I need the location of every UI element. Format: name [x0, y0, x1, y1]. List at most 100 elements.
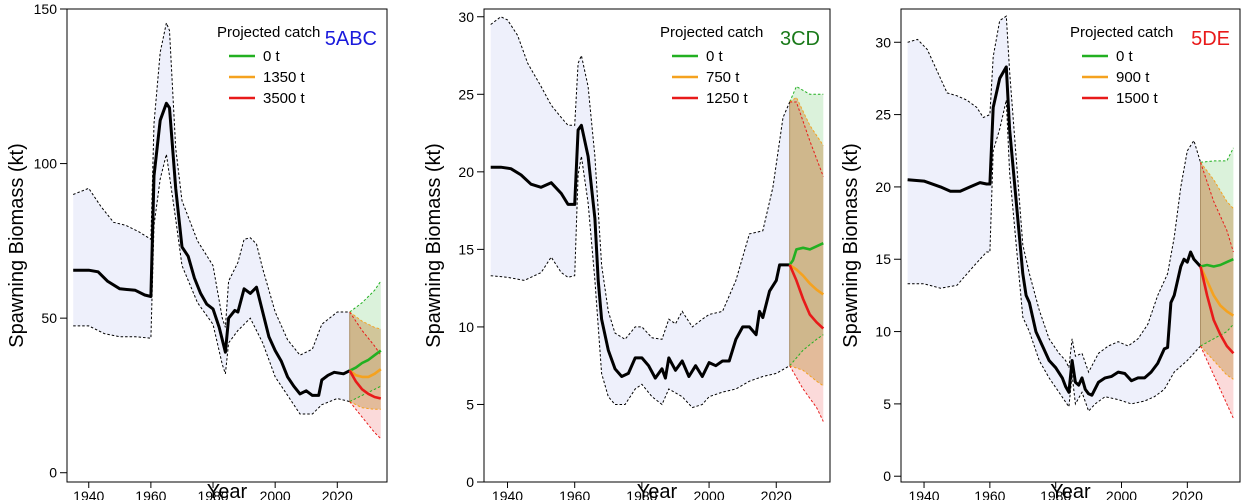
- y-tick-label: 0: [49, 465, 57, 481]
- x-tick-label: 1960: [135, 488, 166, 500]
- region-label: 5DE: [1191, 28, 1230, 50]
- y-tick-label: 25: [458, 86, 474, 102]
- x-tick-label: 1980: [197, 488, 228, 500]
- y-tick-label: 30: [458, 9, 474, 25]
- series-line-0t: [349, 349, 382, 372]
- series-lower-1250t: [789, 365, 824, 422]
- projection-band-750t: [789, 97, 824, 386]
- y-tick-label: 5: [466, 396, 474, 412]
- y-tick-label: 150: [34, 1, 58, 17]
- legend-title: Projected catch: [1070, 24, 1173, 41]
- series-line-1350t: [348, 368, 382, 379]
- y-tick-label: 30: [875, 34, 891, 50]
- upper-bound: [73, 21, 350, 356]
- y-axis-title: Spawning Biomass (kt): [6, 143, 28, 348]
- series-upper-1350t: [349, 311, 381, 330]
- series-upper-750t: [789, 96, 824, 146]
- y-tick-label: 25: [875, 107, 891, 123]
- series-line-0t: [1200, 258, 1234, 268]
- projection-band-3500t: [349, 312, 381, 439]
- series-lower-3500t: [349, 401, 382, 440]
- x-tick-label: 1960: [974, 488, 1005, 500]
- y-tick-label: 20: [875, 179, 891, 195]
- legend-label: 900 t: [1116, 69, 1150, 86]
- x-tick-label: 1980: [1040, 488, 1071, 500]
- legend-label: 1350 t: [263, 69, 306, 86]
- series-upper-0t: [1200, 147, 1234, 163]
- upper-bound: [490, 16, 791, 340]
- y-tick-label: 10: [875, 324, 891, 340]
- legend-label: 0 t: [263, 48, 281, 65]
- x-axis-title: Year: [207, 481, 248, 500]
- projection-band-900t: [1200, 162, 1234, 380]
- uncertainty-band: [73, 22, 350, 415]
- x-tick-label: 1940: [73, 488, 104, 500]
- x-tick-label: 1980: [626, 488, 657, 500]
- series-lower-750t: [789, 365, 824, 387]
- median-line: [907, 65, 1202, 397]
- y-tick-label: 0: [883, 468, 891, 484]
- x-tick-label: 1960: [559, 488, 590, 500]
- plot-frame: [483, 8, 831, 483]
- y-axis-title: Spawning Biomass (kt): [423, 143, 445, 348]
- x-tick-label: 2020: [1172, 488, 1203, 500]
- series-line-0t: [788, 242, 824, 266]
- y-tick-label: 20: [458, 164, 474, 180]
- panel-5DE: 0 5 10 15 20 25 30 1940 1960 1980 2000 2020 Year Spaw…: [840, 8, 1241, 500]
- y-tick-label: 100: [34, 156, 58, 172]
- x-tick-label: 2020: [322, 488, 353, 500]
- y-axis-title: Spawning Biomass (kt): [840, 143, 862, 348]
- x-tick-label: 1940: [492, 488, 523, 500]
- series-lower-1500t: [1200, 345, 1234, 419]
- series-upper-1250t: [789, 101, 824, 177]
- y-tick-label: 15: [875, 251, 891, 267]
- lower-bound: [73, 154, 350, 415]
- x-tick-label: 2000: [1106, 488, 1137, 500]
- median-line: [73, 101, 351, 397]
- legend-label: 0 t: [706, 48, 724, 65]
- lower-bound: [907, 99, 1201, 413]
- x-tick-label: 1940: [908, 488, 939, 500]
- panel-3CD: 0 5 10 15 20 25 30 1940 1960 1980 2000 2020 Year Spaw…: [423, 8, 831, 500]
- projection-band-0t: [349, 281, 381, 402]
- legend-label: 1250 t: [706, 90, 749, 107]
- x-tick-label: 2020: [761, 488, 792, 500]
- projection-overlap: [1200, 162, 1234, 380]
- plot-frame: [900, 8, 1241, 483]
- series-line-1250t: [788, 264, 825, 330]
- legend-label: 1500 t: [1116, 90, 1159, 107]
- uncertainty-band: [907, 16, 1201, 412]
- series-upper-0t: [789, 85, 824, 103]
- y-tick-label: 5: [883, 396, 891, 412]
- legend-label: 0 t: [1116, 48, 1134, 65]
- x-tick-label: 2000: [693, 488, 724, 500]
- upper-bound: [907, 15, 1201, 374]
- y-tick-label: 0: [466, 474, 474, 490]
- legend-title: Projected catch: [217, 24, 320, 41]
- projection-band-0t: [789, 86, 824, 366]
- plot-frame: [66, 8, 388, 483]
- x-tick-label: 2000: [260, 488, 291, 500]
- series-line-1500t: [1199, 266, 1235, 355]
- uncertainty-band: [490, 16, 790, 408]
- series-lower-0t: [349, 385, 382, 403]
- region-label: 5ABC: [325, 28, 377, 50]
- legend-label: 3500 t: [263, 90, 306, 107]
- median-line: [490, 123, 790, 380]
- projection-overlap: [789, 97, 824, 386]
- legend-label: 750 t: [706, 69, 740, 86]
- series-upper-900t: [1200, 161, 1234, 209]
- series-lower-0t: [789, 334, 824, 367]
- projection-band-1500t: [1200, 162, 1234, 419]
- series-line-900t: [1199, 265, 1235, 317]
- series-lower-1350t: [349, 401, 381, 410]
- lower-bound: [490, 156, 790, 409]
- y-tick-label: 50: [41, 310, 57, 326]
- panel-5ABC: 0 50 100 150 1940 1960 1980 2000 2020 Year Spawnin…: [6, 1, 388, 500]
- series-line-750t: [788, 263, 825, 296]
- y-tick-label: 10: [458, 319, 474, 335]
- x-axis-title: Year: [1050, 481, 1091, 500]
- legend-title: Projected catch: [660, 24, 763, 41]
- region-label: 3CD: [780, 28, 820, 50]
